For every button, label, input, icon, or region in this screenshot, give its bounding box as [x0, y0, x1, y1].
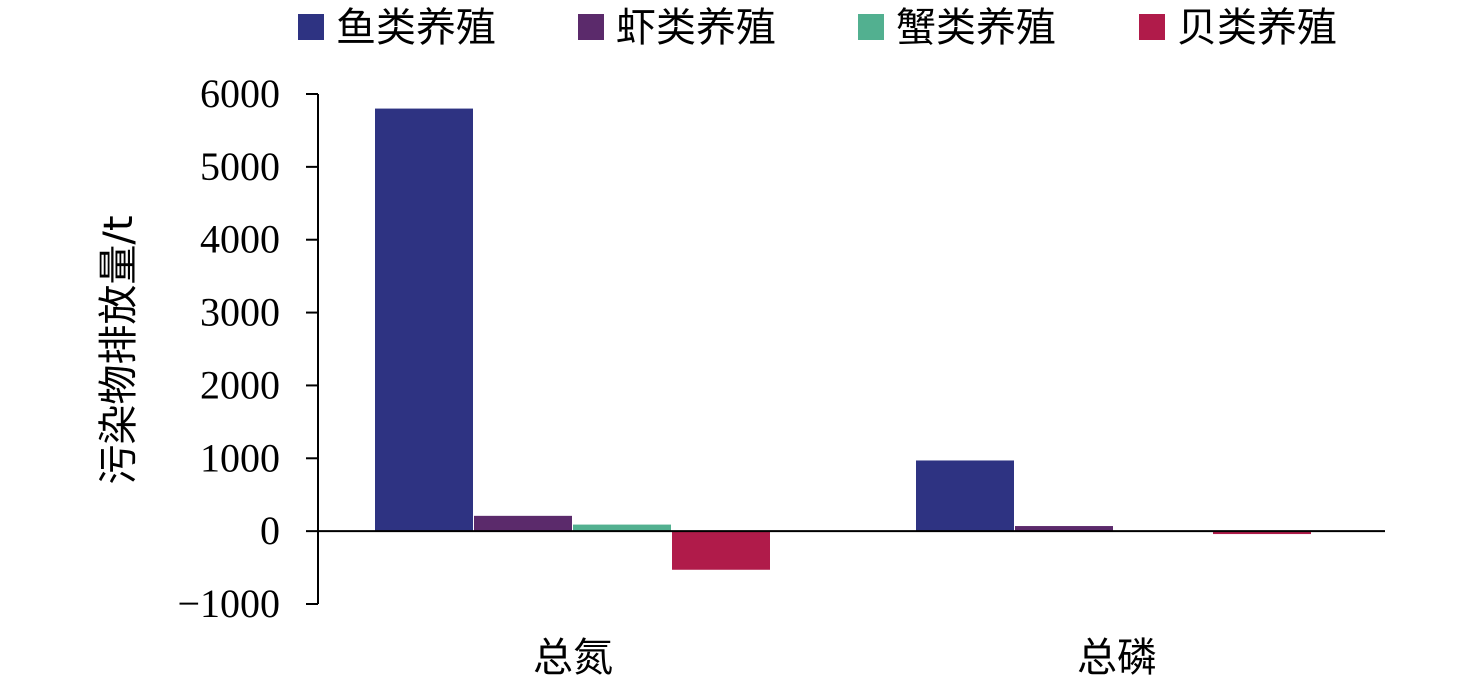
y-tick-label: 0 [260, 508, 280, 553]
y-tick-label: 4000 [200, 217, 280, 262]
y-tick-label: 6000 [200, 71, 280, 116]
y-axis-title: 污染物排放量/t [96, 215, 142, 484]
bar [1213, 531, 1311, 535]
bar [375, 108, 473, 532]
legend-label: 蟹类养殖 [896, 5, 1056, 51]
bar [474, 515, 572, 532]
y-axis: −1000 0 1000 2000 3000 4000 5000 6000 [177, 71, 319, 626]
bars [375, 108, 1311, 570]
legend-swatch [578, 14, 604, 40]
legend-item: 鱼类养殖 [298, 5, 496, 51]
legend-label: 贝类养殖 [1177, 5, 1337, 51]
bar [672, 531, 770, 570]
bar [573, 524, 671, 532]
legend-label: 鱼类养殖 [336, 5, 496, 51]
y-tick-label: 3000 [200, 290, 280, 335]
legend-swatch [1139, 14, 1165, 40]
legend: 鱼类养殖 虾类养殖 蟹类养殖 贝类养殖 [298, 5, 1337, 51]
bar [1015, 526, 1113, 532]
legend-item: 蟹类养殖 [858, 5, 1056, 51]
y-tick-label: −1000 [177, 581, 280, 626]
legend-swatch [858, 14, 884, 40]
x-axis: 总氮 总磷 [318, 530, 1385, 681]
x-category-label: 总氮 [533, 635, 613, 681]
legend-item: 贝类养殖 [1139, 5, 1337, 51]
legend-label: 虾类养殖 [616, 5, 776, 51]
bar [916, 460, 1014, 532]
legend-swatch [298, 14, 324, 40]
x-category-label: 总磷 [1077, 635, 1157, 681]
y-tick-label: 5000 [200, 144, 280, 189]
y-tick-label: 2000 [200, 362, 280, 407]
y-tick-label: 1000 [200, 435, 280, 480]
legend-item: 虾类养殖 [578, 5, 776, 51]
